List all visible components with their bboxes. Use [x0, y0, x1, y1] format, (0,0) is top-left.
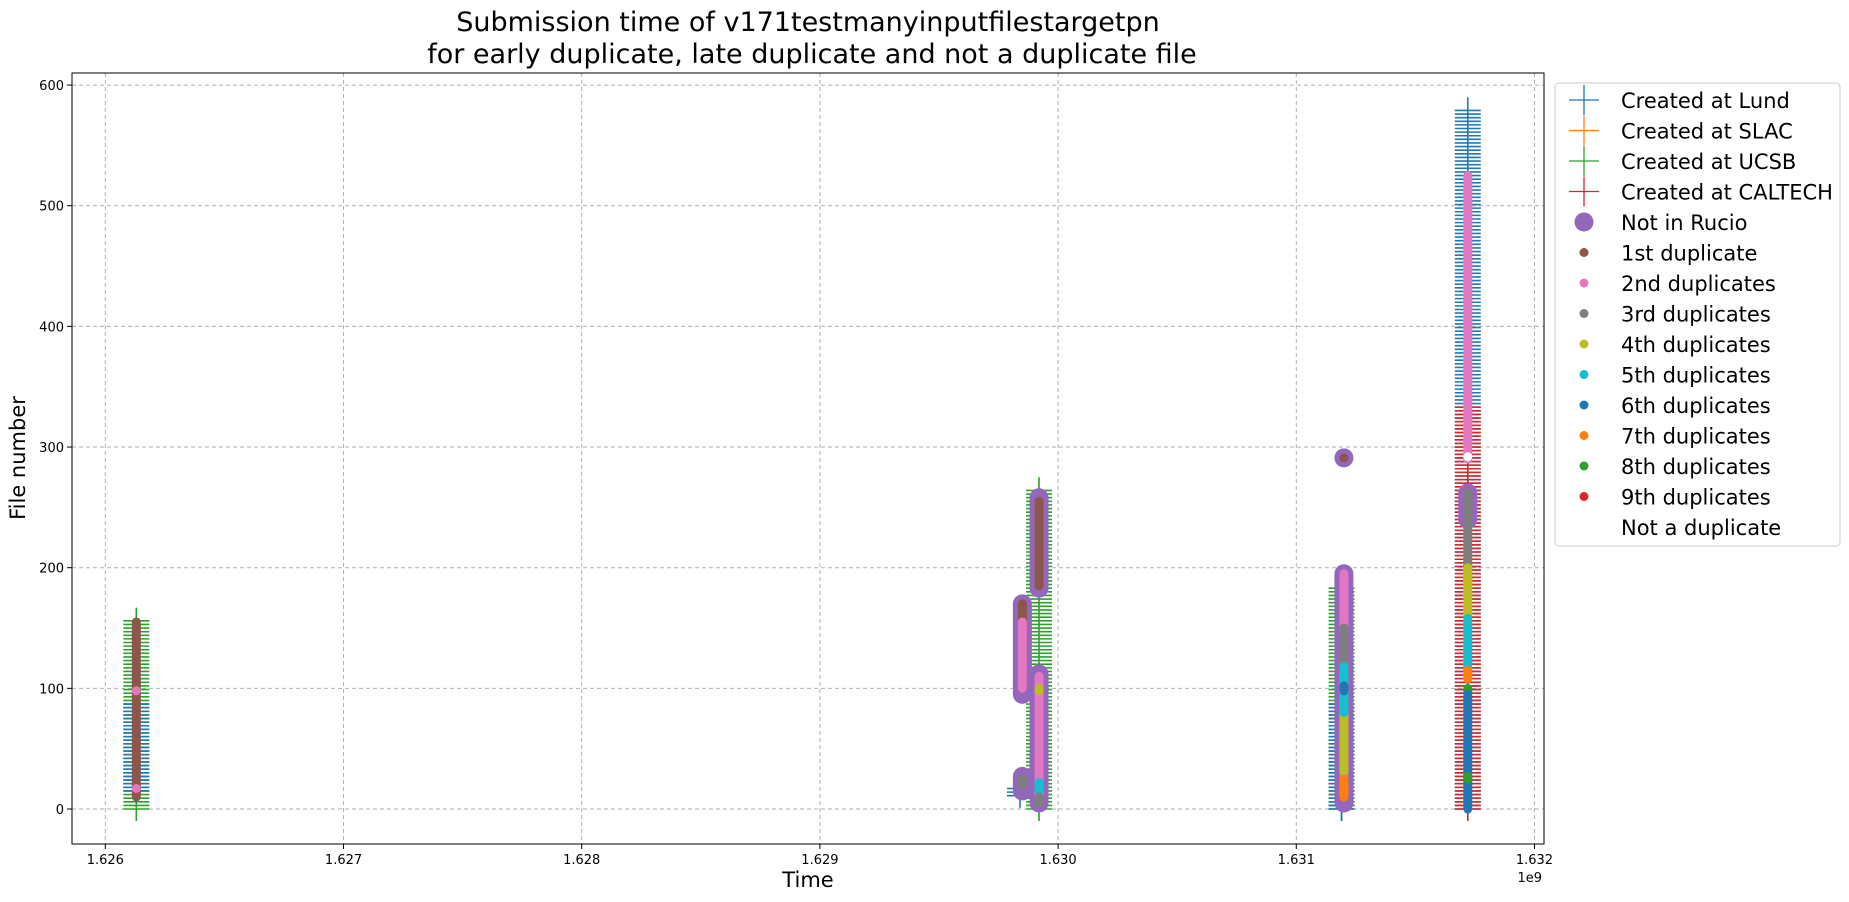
legend-item: Not a duplicate: [1579, 516, 1781, 540]
legend-item: 7th duplicates: [1579, 425, 1771, 449]
legend-marker: [1579, 248, 1589, 257]
legend-label: 8th duplicates: [1621, 455, 1771, 479]
x-tick-label: 1.628: [563, 853, 600, 868]
legend-marker: [1579, 522, 1589, 532]
legend-label: 7th duplicates: [1621, 425, 1771, 449]
y-tick-label: 400: [39, 320, 64, 335]
legend-frame: [1554, 82, 1841, 547]
legend-label: 2nd duplicates: [1621, 272, 1776, 296]
legend-label: Created at CALTECH: [1621, 181, 1833, 205]
chart-title-line-1: Submission time of v171testmanyinputfile…: [456, 7, 1160, 38]
legend-marker: [1579, 431, 1589, 440]
legend-marker: [1579, 309, 1589, 318]
x-tick-label: 1.627: [325, 853, 362, 868]
legend-marker: [1579, 370, 1589, 379]
plot-frame: [71, 72, 1545, 845]
legend-label: Not in Rucio: [1621, 211, 1747, 235]
legend-item: 3rd duplicates: [1579, 303, 1771, 327]
legend-marker: [1579, 278, 1589, 288]
x-tick-label: 1.629: [801, 853, 838, 868]
legend-item: 9th duplicates: [1579, 486, 1771, 510]
y-tick-label: 200: [39, 562, 64, 577]
y-tick-label: 500: [39, 200, 64, 215]
x-tick-label: 1.630: [1039, 853, 1076, 868]
legend-label: Created at SLAC: [1621, 120, 1793, 144]
legend-item: Created at SLAC: [1569, 115, 1793, 146]
legend-marker: [1579, 492, 1589, 501]
legend-label: 4th duplicates: [1621, 333, 1771, 357]
legend-item: Not in Rucio: [1574, 211, 1747, 235]
x-tick-label: 1.626: [87, 853, 124, 868]
legend-item: 6th duplicates: [1579, 394, 1771, 418]
x-axis: 1.626 1.627 1.628 1.629 1.630 1.631 1.632: [87, 844, 1553, 868]
legend-label: 9th duplicates: [1621, 486, 1771, 510]
y-tick-label: 100: [39, 682, 64, 697]
y-axis: 0 100 200 300 400 500 600: [39, 79, 72, 818]
y-axis-label: File number: [6, 396, 30, 520]
legend-item: Created at CALTECH: [1569, 176, 1833, 207]
legend-item: Created at Lund: [1569, 85, 1790, 115]
y-tick-label: 600: [39, 79, 64, 94]
legend-label: 3rd duplicates: [1621, 303, 1771, 327]
y-tick-label: 300: [39, 441, 64, 456]
legend: Created at Lund Created at SLAC Created at…: [1554, 82, 1841, 547]
x-axis-label: Time: [781, 868, 833, 892]
legend-label: Created at Lund: [1621, 89, 1790, 113]
legend-label: 5th duplicates: [1621, 364, 1771, 388]
grid: [72, 73, 1544, 844]
legend-label: 1st duplicate: [1621, 242, 1757, 266]
legend-marker: [1574, 212, 1594, 232]
y-tick-label: 0: [56, 803, 64, 818]
legend-label: Created at UCSB: [1621, 150, 1796, 174]
legend-item: 4th duplicates: [1579, 333, 1771, 357]
legend-item: Created at UCSB: [1569, 146, 1796, 176]
legend-item: 2nd duplicates: [1579, 272, 1776, 296]
legend-marker: [1579, 461, 1589, 471]
legend-marker: [1579, 400, 1589, 410]
x-offset-label: 1e9: [1517, 871, 1542, 886]
legend-marker: [1579, 339, 1589, 349]
x-tick-label: 1.631: [1278, 853, 1315, 868]
legend-item: 5th duplicates: [1579, 364, 1771, 388]
chart-title-line-2: for early duplicate, late duplicate and …: [427, 39, 1197, 70]
legend-item: 8th duplicates: [1579, 455, 1771, 479]
legend-label: 6th duplicates: [1621, 394, 1771, 418]
plot-area: [123, 97, 1481, 822]
legend-item: 1st duplicate: [1579, 242, 1757, 266]
legend-label: Not a duplicate: [1621, 516, 1781, 540]
x-tick-label: 1.632: [1516, 853, 1553, 868]
